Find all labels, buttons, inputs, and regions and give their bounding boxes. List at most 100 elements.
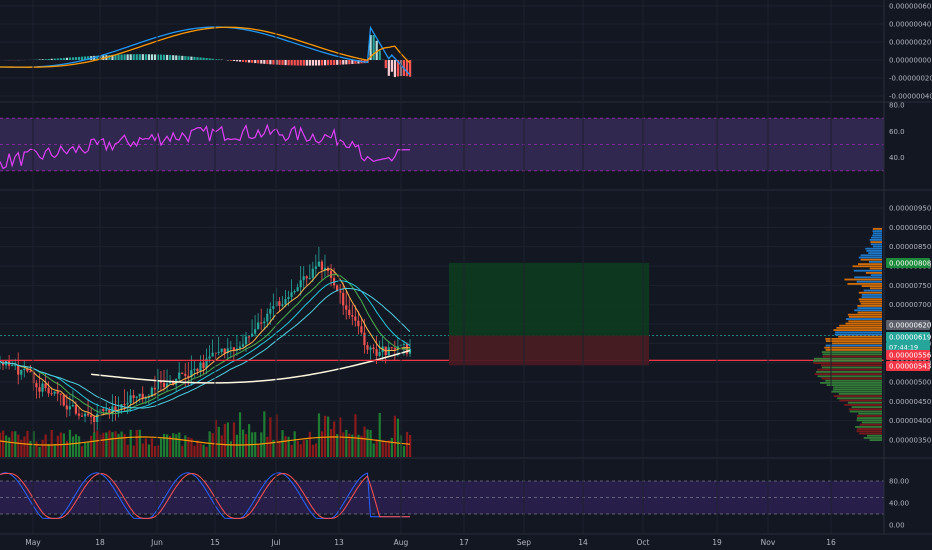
candle-body <box>135 396 138 398</box>
volume-bar <box>163 433 166 457</box>
candle-body <box>269 308 272 314</box>
candle-body <box>363 332 366 346</box>
price-pane[interactable] <box>0 207 884 457</box>
candle-body <box>378 352 381 356</box>
volume-profile-bar <box>826 384 882 386</box>
volume-bar <box>120 431 123 457</box>
macd-pane[interactable] <box>0 5 884 97</box>
volume-bar <box>223 423 226 457</box>
volume-profile-bar <box>848 316 882 318</box>
candle-body <box>339 290 342 293</box>
stoch-tick-label: 0.00 <box>889 522 905 530</box>
histogram-bar <box>53 58 56 60</box>
candle-body <box>202 362 205 369</box>
volume-bar <box>62 433 65 457</box>
volume-bar <box>293 431 296 457</box>
rsi-pane[interactable] <box>0 117 884 172</box>
price-tag: 0.00000556 <box>886 350 932 360</box>
volume-profile-bar <box>813 357 882 360</box>
histogram-bar <box>138 54 141 60</box>
volume-bar <box>278 442 281 457</box>
candle-body <box>196 368 199 371</box>
price-tag: 0.00000619 <box>886 332 931 342</box>
candle-body <box>296 287 299 292</box>
histogram-bar <box>260 60 263 64</box>
candle-body <box>402 343 406 345</box>
volume-profile-bar <box>858 256 882 259</box>
histogram-bar <box>150 54 154 60</box>
histogram-bar <box>81 56 84 60</box>
volume-bar <box>77 436 81 457</box>
histogram-bar <box>56 58 59 60</box>
volume-profile-bar <box>857 417 882 419</box>
histogram-bar <box>144 54 147 60</box>
histogram-bar <box>74 57 78 60</box>
volume-profile-bar <box>833 386 882 389</box>
volume-profile-bar <box>825 338 882 340</box>
stoch-band <box>0 481 884 514</box>
candle-body <box>302 276 305 281</box>
histogram-bar <box>384 60 387 69</box>
time-axis[interactable]: May 18 Jun 15 Jul 13 Aug 17 Sep 14 Oct 19 Nov 16 <box>25 538 836 547</box>
volume-bar <box>184 435 187 457</box>
time-axis-label: 13 <box>334 538 344 547</box>
volume-profile-bar <box>859 300 882 303</box>
histogram-bar <box>217 59 220 60</box>
volume-profile-bar <box>814 373 882 375</box>
price-tag-label: 07:44:19 <box>889 344 918 352</box>
volume-profile-bar <box>838 335 882 338</box>
price-tick-label: 0.00000500 <box>889 379 931 387</box>
candle-body <box>226 348 229 354</box>
volume-profile-bar <box>858 291 882 294</box>
volume-profile-bar <box>869 239 882 241</box>
volume-bar <box>229 441 233 457</box>
volume-bar <box>381 441 384 457</box>
price-tag: 07:44:19 <box>886 342 930 352</box>
volume-bar <box>23 436 26 457</box>
volume-profile-bar <box>845 322 882 325</box>
volume-bar <box>138 429 141 457</box>
volume-bar <box>217 426 220 457</box>
volume-profile-bar <box>866 250 882 252</box>
price-tick-label: 0.00000750 <box>889 282 931 290</box>
candle-body <box>323 267 327 270</box>
candle-body <box>232 347 235 351</box>
volume-bar <box>187 437 190 457</box>
candle-body <box>345 305 348 310</box>
price-tag: 0.00000620 <box>886 320 931 330</box>
price-tag: 0.00000808 <box>886 258 931 268</box>
volume-profile-bar <box>831 390 882 393</box>
volume-profile-bar <box>857 263 882 265</box>
volume-bar <box>360 435 363 457</box>
volume-bar <box>220 435 223 457</box>
volume-profile-bar <box>847 401 882 404</box>
volume-bar <box>257 443 260 457</box>
histogram-bar <box>126 54 129 60</box>
histogram-bar <box>278 60 281 65</box>
stoch-pane[interactable] <box>0 472 884 519</box>
volume-profile-bar <box>858 298 882 301</box>
volume-profile-bar <box>856 419 882 422</box>
volume-bar <box>384 441 387 457</box>
volume-bar <box>175 434 178 457</box>
candle-body <box>393 347 396 350</box>
volume-bar <box>108 430 111 457</box>
candle-body <box>74 405 78 414</box>
volume-bar <box>199 443 202 457</box>
histogram-bar <box>166 54 169 60</box>
volume-bar <box>81 446 84 457</box>
candle-body <box>141 393 144 399</box>
volume-bar <box>211 433 214 457</box>
stoch-tick-label: 40.00 <box>889 500 909 508</box>
volume-profile-bar <box>857 311 882 314</box>
histogram-bar <box>232 60 236 61</box>
volume-bar <box>214 419 217 457</box>
rsi-line <box>0 123 410 170</box>
volume-bar <box>71 436 75 457</box>
volume-profile-bar <box>845 318 882 320</box>
time-axis-label: Jun <box>150 538 163 547</box>
price-axis[interactable]: 0.00000060 0.00000040 0.00000020 0.00000000… <box>886 3 932 530</box>
candle-body <box>250 333 254 337</box>
volume-bar <box>232 422 236 457</box>
